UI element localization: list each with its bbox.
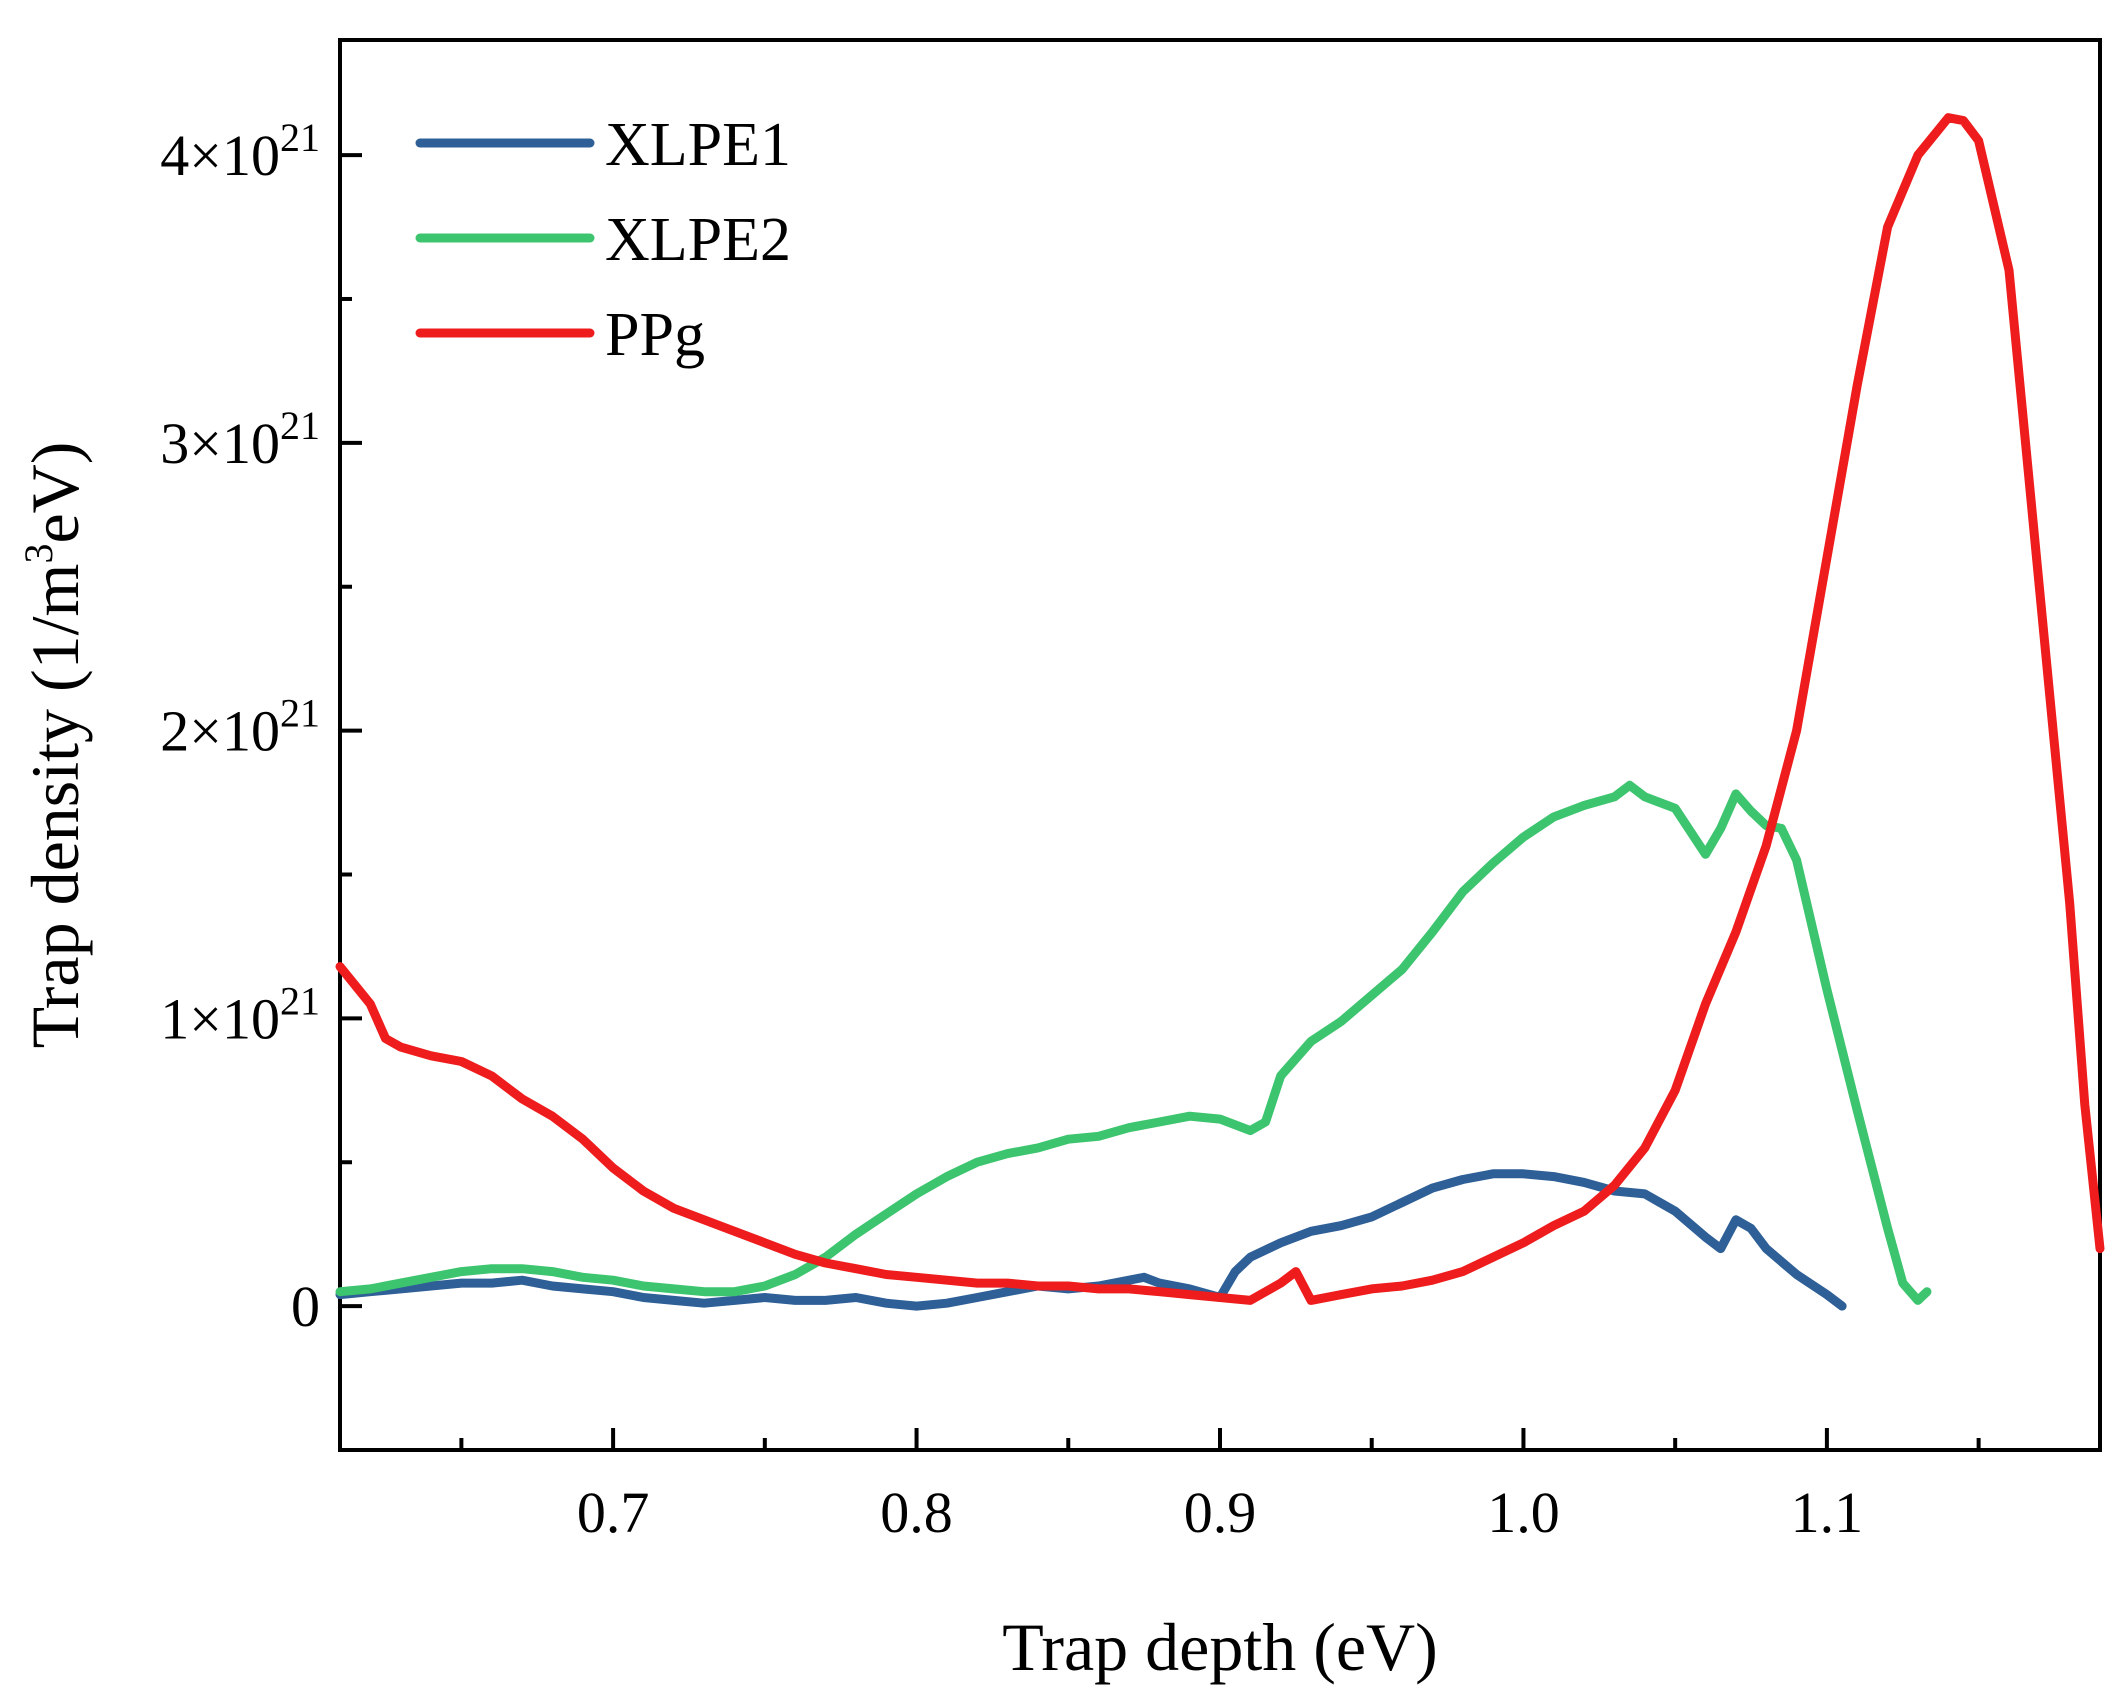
series-line-xlpe1 [335, 1169, 1847, 1311]
y-axis-title-superscript: 3 [16, 544, 61, 564]
x-tick-label: 1.1 [1791, 1480, 1864, 1545]
y-axis-title-prefix: Trap density (1/m [17, 564, 93, 1049]
plot-frame [338, 38, 2102, 1452]
legend-label-xlpe2: XLPE2 [605, 206, 791, 274]
x-tick-label: 0.7 [577, 1480, 650, 1545]
series-line-xlpe2 [335, 780, 1932, 1305]
y-tick-label: 2×1021 [160, 691, 320, 764]
y-axis-title-suffix: eV) [17, 442, 93, 544]
y-tick-label: 4×1021 [160, 115, 320, 188]
y-tick-label: 3×1021 [160, 403, 320, 476]
legend: XLPE1 XLPE2 PPg [415, 111, 791, 369]
y-tick-label: 0 [291, 1274, 320, 1339]
x-tick-label: 1.0 [1487, 1480, 1560, 1545]
legend-label-ppg: PPg [605, 301, 705, 369]
x-axis-title: Trap depth (eV) [1002, 1609, 1438, 1685]
y-axis-title: Trap density (1/m3eV) [16, 442, 93, 1049]
series-layer [335, 113, 2105, 1311]
y-tick-label: 1×1021 [160, 978, 320, 1051]
x-tick-label: 0.9 [1184, 1480, 1257, 1545]
series-line-ppg [335, 113, 2105, 1305]
legend-label-xlpe1: XLPE1 [605, 111, 791, 179]
tick-layer: 0.7 0.8 0.9 1.0 1.1 0 1×1021 2×1021 3×1021 4×1021 [160, 115, 1981, 1545]
x-tick-label: 0.8 [880, 1480, 953, 1545]
